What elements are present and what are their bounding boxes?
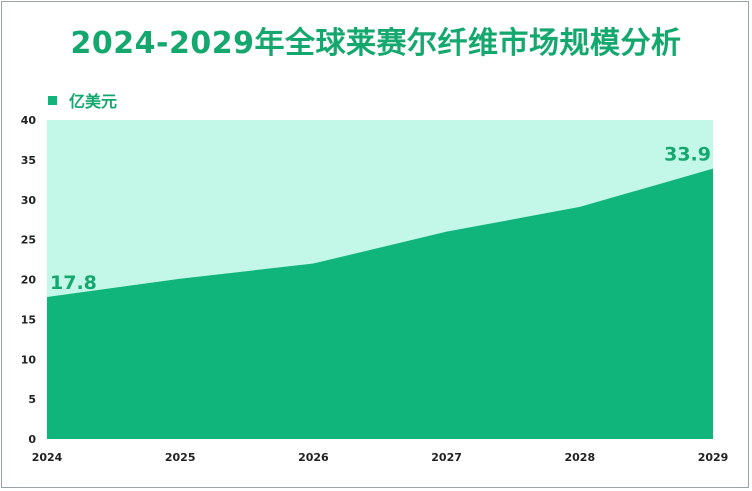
y-tick-label: 30 <box>21 194 37 207</box>
x-tick-label: 2025 <box>165 451 196 464</box>
y-tick-label: 40 <box>21 114 37 127</box>
area-series <box>47 168 713 439</box>
y-tick-label: 20 <box>21 274 37 287</box>
x-tick-label: 2026 <box>298 451 329 464</box>
x-axis: 2024 2025 2026 2027 2028 2029 <box>32 451 729 464</box>
legend: 亿美元 <box>48 88 117 112</box>
data-label: 17.8 <box>50 272 97 294</box>
y-tick-label: 15 <box>21 313 36 326</box>
x-tick-label: 2024 <box>32 451 63 464</box>
y-tick-label: 5 <box>28 393 36 406</box>
y-tick-label: 10 <box>21 353 37 366</box>
x-tick-label: 2029 <box>698 451 729 464</box>
data-labels: 17.8 33.9 <box>50 144 711 294</box>
y-tick-label: 25 <box>21 234 36 247</box>
data-label: 33.9 <box>664 144 711 166</box>
y-axis: 0 5 10 15 20 25 30 35 40 <box>21 114 37 446</box>
chart-title: 2024-2029年全球莱赛尔纤维市场规模分析 <box>70 26 682 61</box>
x-tick-label: 2028 <box>564 451 595 464</box>
y-tick-label: 0 <box>28 433 36 446</box>
legend-swatch <box>48 95 57 105</box>
y-tick-label: 35 <box>21 154 36 167</box>
legend-label: 亿美元 <box>69 92 118 111</box>
x-tick-label: 2027 <box>431 451 462 464</box>
